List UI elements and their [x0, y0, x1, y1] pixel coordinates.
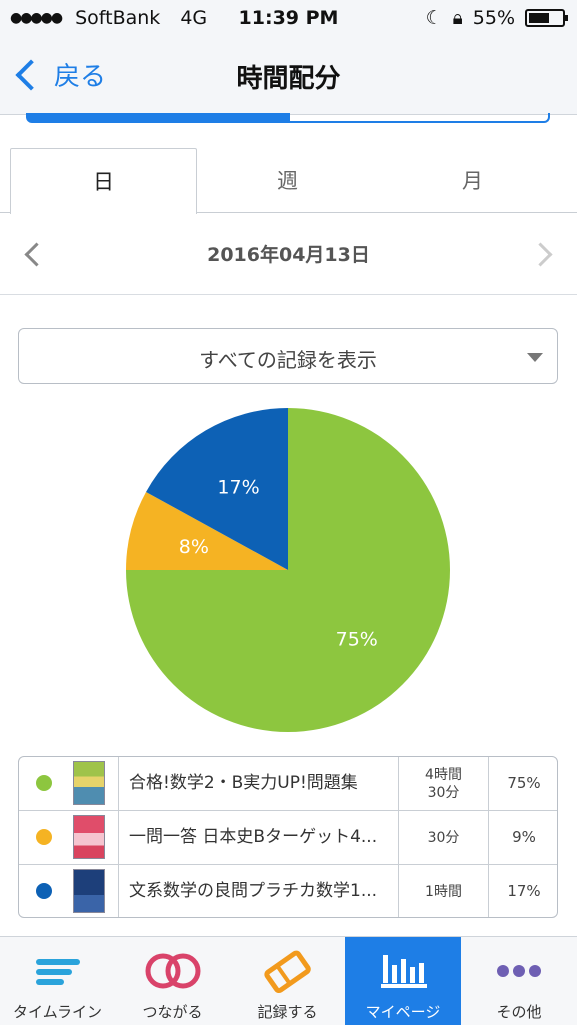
rotation-lock-icon: 🔒︎ — [452, 7, 463, 29]
tabs-divider — [0, 212, 577, 213]
record-time: 1時間 — [399, 865, 489, 917]
record-filter-select[interactable]: すべての記録を表示 — [18, 328, 558, 384]
record-percent: 17% — [507, 882, 541, 900]
record-row[interactable]: 文系数学の良問プラチカ数学1... 1時間 17% — [19, 865, 557, 917]
pie-slice-1 — [126, 491, 288, 570]
tab-day[interactable]: 日 — [10, 148, 197, 214]
moon-icon: ☾ — [425, 7, 443, 29]
record-row[interactable]: 合格!数学2・B実力UP!問題集 4時間 30分 75% — [19, 757, 557, 811]
battery-percent: 55% — [472, 7, 515, 29]
record-time: 30分 — [399, 811, 489, 864]
carrier-label: SoftBank — [75, 7, 161, 29]
record-time: 4時間 30分 — [399, 757, 489, 810]
record-title: 文系数学の良問プラチカ数学1... — [119, 865, 399, 917]
records-table: 合格!数学2・B実力UP!問題集 4時間 30分 75% 一問一答 日本史Bターゲ… — [18, 756, 558, 918]
record-icon — [264, 950, 311, 994]
back-button[interactable]: 戻る — [14, 56, 106, 93]
tab-label: タイムライン — [13, 1003, 102, 1021]
color-dot — [36, 883, 52, 899]
pie-label-0: 75% — [336, 629, 378, 651]
more-icon — [497, 965, 541, 977]
color-dot — [36, 829, 52, 845]
pie-slice-2 — [146, 408, 288, 570]
tab-week[interactable]: 週 — [277, 169, 298, 193]
time-distribution-pie-chart: 75% 8% 17% — [126, 408, 450, 732]
record-title: 一問一答 日本史Bターゲット4... — [119, 811, 399, 864]
period-tabs: 日 週 月 — [0, 148, 577, 214]
tab-mypage[interactable]: マイページ — [345, 937, 461, 1025]
current-date: 2016年04月13日 — [207, 244, 370, 266]
record-row[interactable]: 一問一答 日本史Bターゲット4... 30分 9% — [19, 811, 557, 865]
battery-icon — [525, 9, 568, 27]
page-title: 時間配分 — [236, 64, 341, 94]
segmented-control[interactable] — [26, 113, 550, 123]
tab-more[interactable]: その他 — [461, 937, 577, 1025]
pie-label-1: 8% — [179, 536, 209, 558]
tab-record[interactable]: 記録する — [230, 937, 345, 1025]
date-navigator: 2016年04月13日 — [0, 216, 577, 295]
network-label: 4G — [180, 7, 208, 29]
status-bar: ●●●●● SoftBank 4G 11:39 PM ☾ 🔒︎ 55% — [0, 0, 577, 38]
status-time: 11:39 PM — [238, 7, 339, 29]
bottom-tab-bar: タイムライン つながる 記録する マイページ — [0, 936, 577, 1025]
filter-label: すべての記録を表示 — [199, 348, 377, 372]
tab-month[interactable]: 月 — [462, 169, 483, 193]
record-title: 合格!数学2・B実力UP!問題集 — [119, 757, 399, 810]
tab-label: マイページ — [365, 1003, 441, 1021]
book-thumbnail — [73, 761, 105, 805]
timeline-icon — [36, 959, 80, 985]
tab-timeline[interactable]: タイムライン — [0, 937, 115, 1025]
record-percent: 9% — [512, 828, 536, 846]
connect-icon — [145, 953, 201, 989]
segment-active — [28, 113, 290, 121]
mypage-chart-icon — [381, 955, 427, 988]
record-percent: 75% — [507, 774, 541, 792]
back-label: 戻る — [54, 62, 107, 92]
navigation-bar: 戻る 時間配分 — [0, 38, 577, 115]
signal-icon: ●●●●● — [10, 10, 63, 26]
book-thumbnail — [73, 815, 105, 859]
tab-connect[interactable]: つながる — [115, 937, 230, 1025]
color-dot — [36, 775, 52, 791]
tab-label: つながる — [142, 1003, 203, 1021]
dropdown-caret-icon — [527, 353, 543, 362]
tab-label: 記録する — [257, 1003, 318, 1021]
pie-label-2: 17% — [217, 476, 259, 498]
book-thumbnail — [73, 869, 105, 913]
tab-label: その他 — [496, 1003, 542, 1021]
